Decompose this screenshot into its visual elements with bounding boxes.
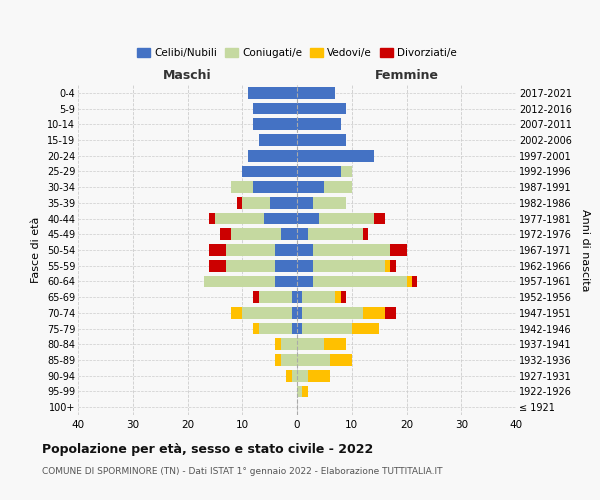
Bar [352,322,379,334]
Bar [297,260,313,272]
Bar [242,307,292,319]
Bar [297,370,308,382]
Bar [226,244,275,256]
Bar [297,322,302,334]
Bar [259,322,292,334]
Bar [292,322,297,334]
Bar [313,276,407,287]
Bar [297,150,374,162]
Bar [259,134,297,146]
Legend: Celibi/Nubili, Coniugati/e, Vedovi/e, Divorziati/e: Celibi/Nubili, Coniugati/e, Vedovi/e, Di… [133,44,461,62]
Bar [232,228,281,240]
Bar [297,212,319,224]
Bar [297,134,346,146]
Bar [242,197,269,209]
Bar [248,150,297,162]
Bar [253,181,297,193]
Bar [313,244,390,256]
Bar [264,212,297,224]
Y-axis label: Fasce di età: Fasce di età [31,217,41,283]
Bar [204,276,275,287]
Bar [390,260,395,272]
Bar [232,307,242,319]
Bar [297,87,335,99]
Bar [308,370,330,382]
Bar [292,291,297,303]
Bar [385,307,395,319]
Bar [297,354,330,366]
Bar [209,212,215,224]
Bar [226,260,275,272]
Bar [237,197,242,209]
Bar [374,212,385,224]
Bar [341,291,346,303]
Bar [232,181,253,193]
Bar [253,102,297,115]
Bar [302,386,308,398]
Bar [297,118,341,130]
Bar [313,260,385,272]
Bar [253,291,259,303]
Bar [209,260,226,272]
Bar [242,166,297,177]
Bar [297,197,313,209]
Bar [302,307,363,319]
Bar [269,197,297,209]
Text: Maschi: Maschi [163,68,212,82]
Bar [220,228,232,240]
Bar [362,228,368,240]
Bar [412,276,418,287]
Bar [281,338,297,350]
Bar [275,354,281,366]
Bar [281,354,297,366]
Bar [275,260,297,272]
Bar [407,276,412,287]
Bar [297,181,325,193]
Bar [275,276,297,287]
Bar [390,244,407,256]
Y-axis label: Anni di nascita: Anni di nascita [580,209,590,291]
Bar [297,307,302,319]
Text: Popolazione per età, sesso e stato civile - 2022: Popolazione per età, sesso e stato civil… [42,442,373,456]
Bar [335,291,341,303]
Bar [302,291,335,303]
Bar [259,291,292,303]
Bar [385,260,390,272]
Text: Femmine: Femmine [374,68,439,82]
Bar [297,386,302,398]
Bar [313,197,346,209]
Bar [275,244,297,256]
Text: COMUNE DI SPORMINORE (TN) - Dati ISTAT 1° gennaio 2022 - Elaborazione TUTTITALIA: COMUNE DI SPORMINORE (TN) - Dati ISTAT 1… [42,468,443,476]
Bar [297,102,346,115]
Bar [341,166,352,177]
Bar [297,244,313,256]
Bar [292,307,297,319]
Bar [215,212,264,224]
Bar [209,244,226,256]
Bar [362,307,385,319]
Bar [297,338,325,350]
Bar [297,228,308,240]
Bar [308,228,362,240]
Bar [297,291,302,303]
Bar [325,338,346,350]
Bar [292,370,297,382]
Bar [325,181,352,193]
Bar [302,322,352,334]
Bar [281,228,297,240]
Bar [297,276,313,287]
Bar [286,370,292,382]
Bar [319,212,374,224]
Bar [330,354,352,366]
Bar [253,322,259,334]
Bar [248,87,297,99]
Bar [297,166,341,177]
Bar [253,118,297,130]
Bar [275,338,281,350]
